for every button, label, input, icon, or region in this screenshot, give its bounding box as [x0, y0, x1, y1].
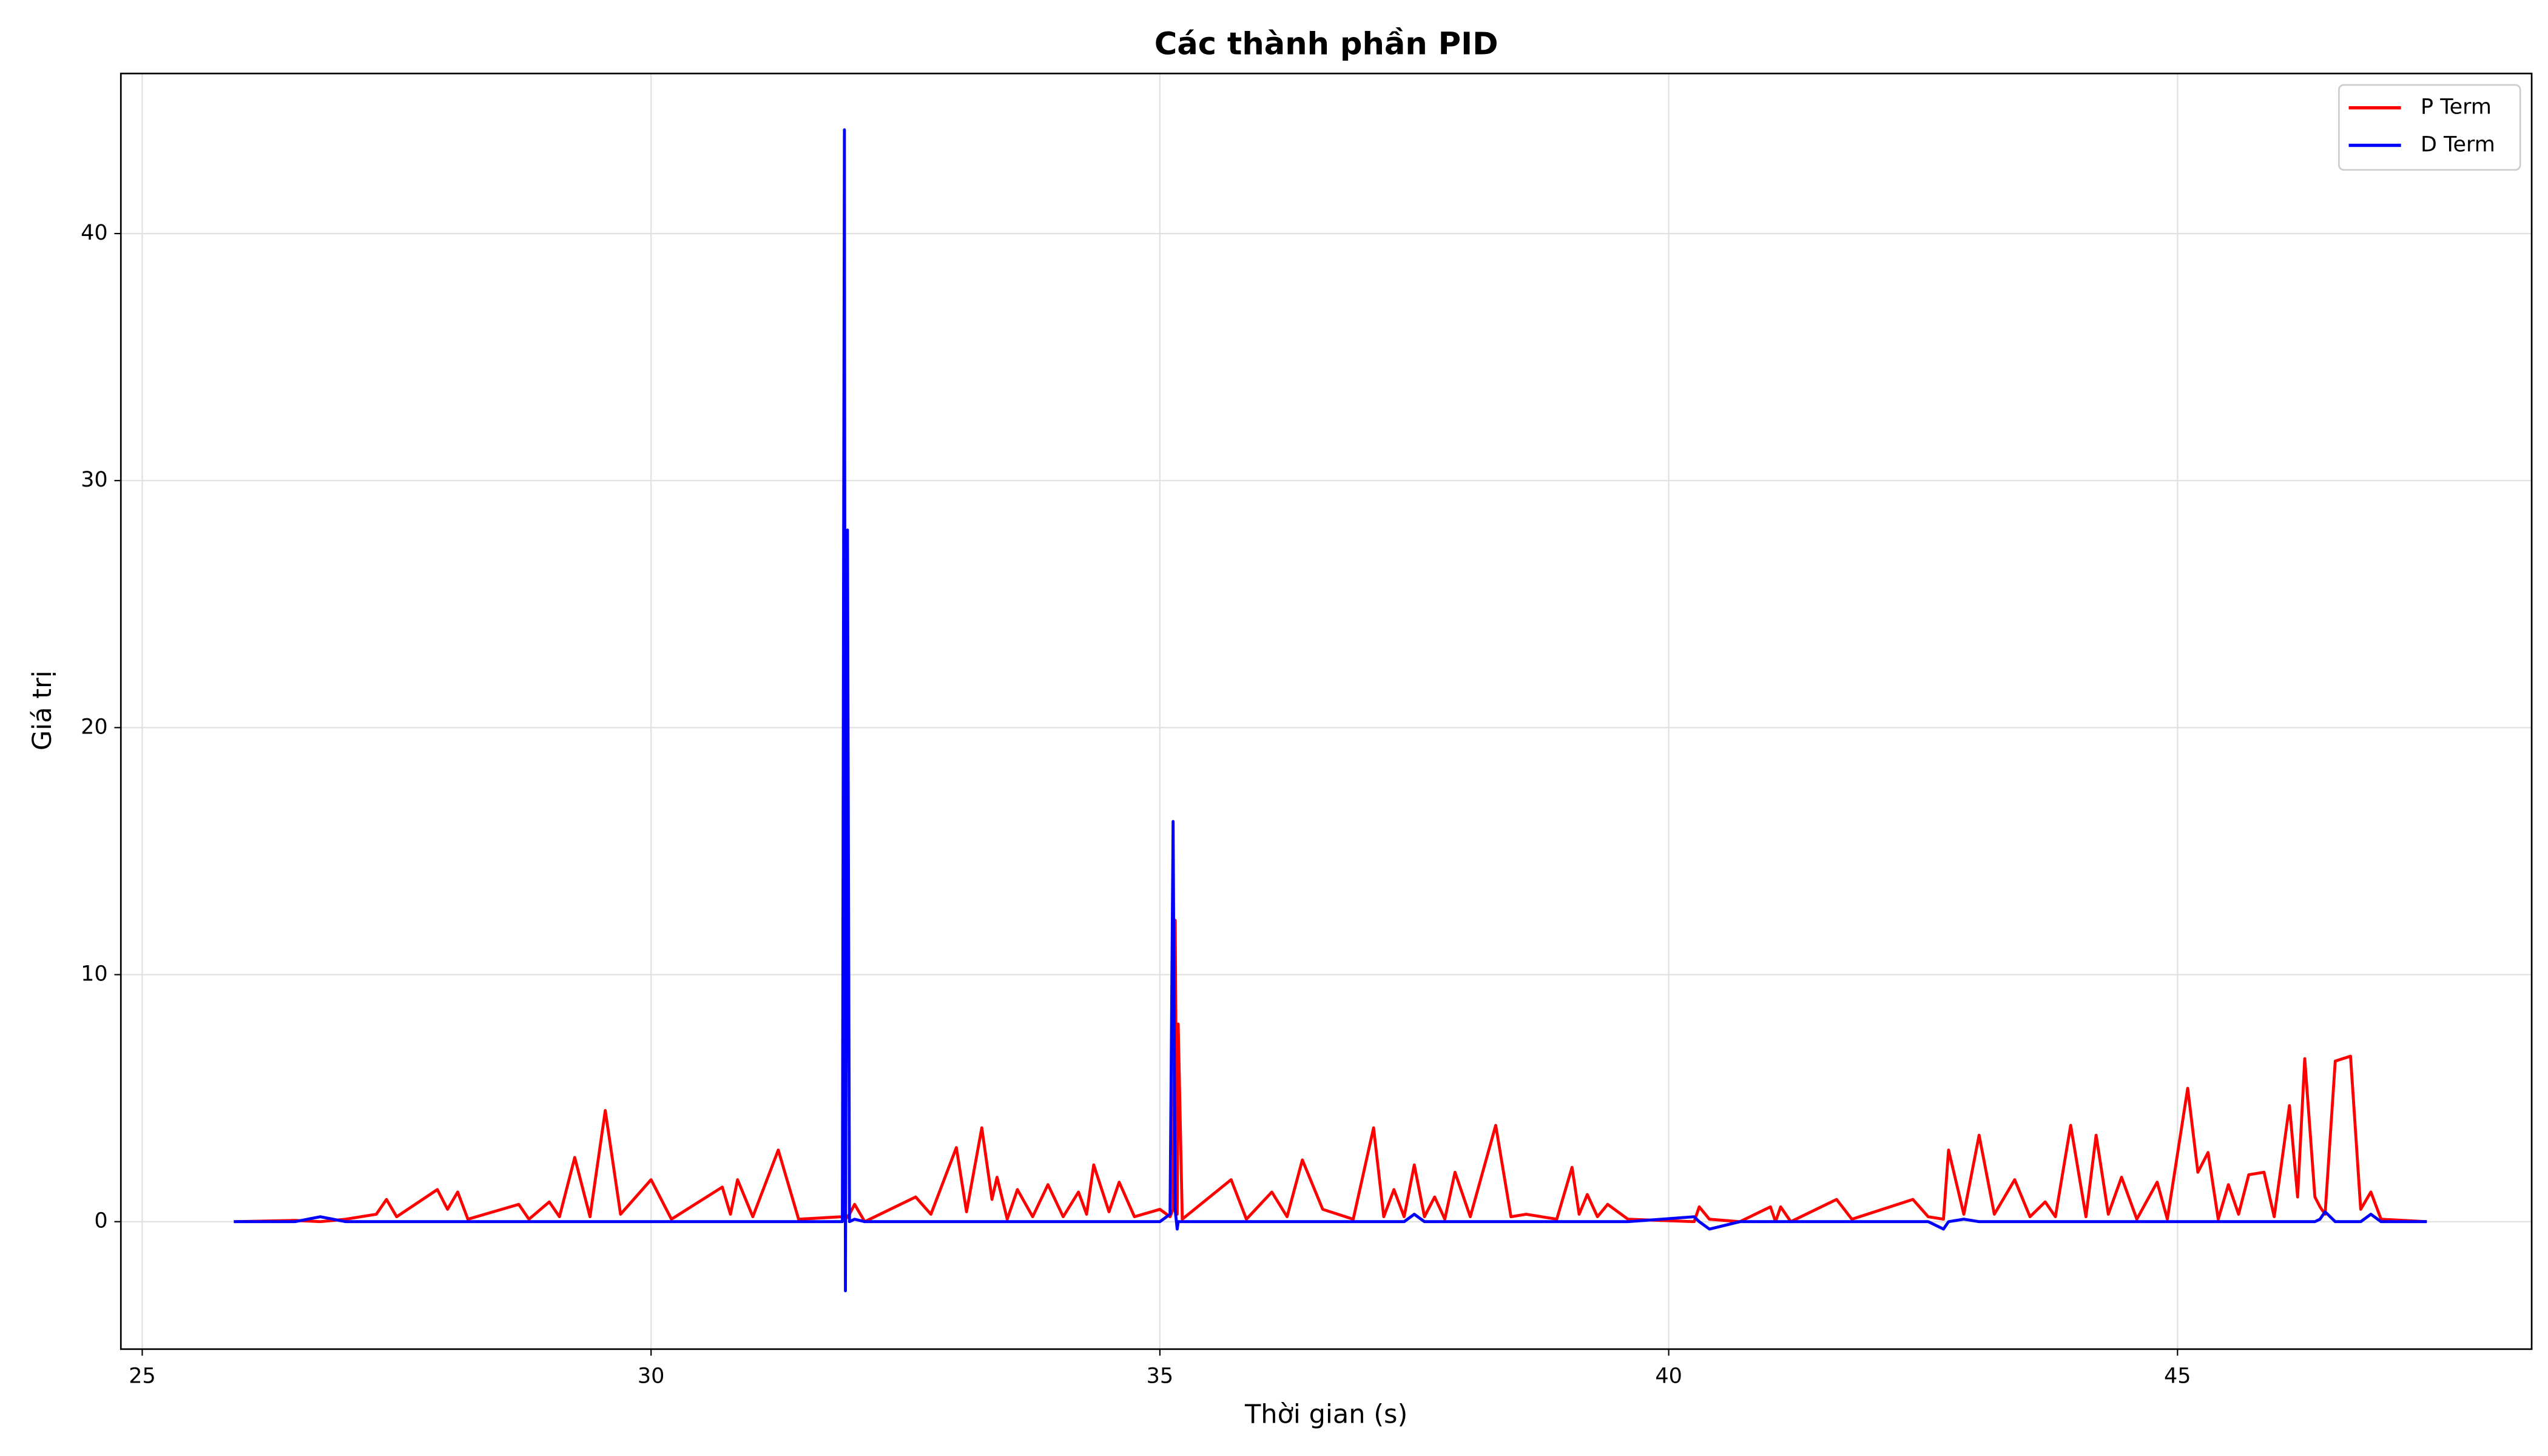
y-tick-label: 30 — [81, 468, 108, 492]
x-tick-label: 25 — [129, 1364, 156, 1389]
x-tick-label: 30 — [638, 1364, 665, 1389]
chart-title: Các thành phần PID — [1154, 26, 1498, 62]
y-axis-label: Giá trị — [27, 670, 58, 750]
y-tick-label: 10 — [81, 962, 108, 986]
legend-label: D Term — [2421, 133, 2495, 157]
y-tick-label: 20 — [81, 715, 108, 739]
series-line — [234, 128, 2427, 1293]
legend-label: P Term — [2421, 95, 2492, 120]
x-tick-label: 40 — [1655, 1364, 1682, 1389]
series-line — [234, 918, 2427, 1224]
plot-frame — [120, 72, 2533, 1350]
x-tick-label: 35 — [1147, 1364, 1174, 1389]
x-axis-label: Thời gian (s) — [1244, 1400, 1407, 1430]
y-tick-label: 40 — [81, 221, 108, 245]
x-tick-label: 45 — [2164, 1364, 2191, 1389]
y-tick-label: 0 — [94, 1209, 107, 1233]
